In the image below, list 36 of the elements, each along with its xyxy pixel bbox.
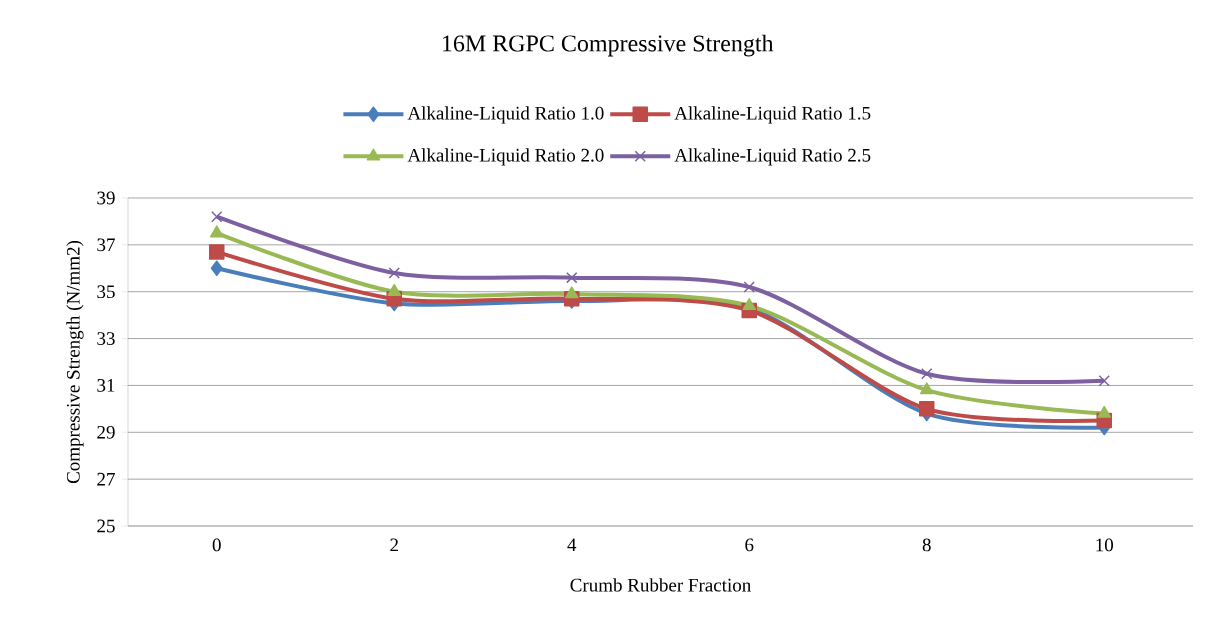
legend-label: Alkaline-Liquid Ratio 2.0 — [407, 148, 604, 166]
chart-title: 16M RGPC Compressive Strength — [443, 34, 774, 57]
point — [1097, 405, 1112, 418]
y-tick-label: 29 — [97, 425, 115, 439]
point — [387, 283, 402, 296]
x-tick-label: 2 — [390, 538, 398, 552]
y-tick-label: 33 — [97, 332, 115, 345]
point — [564, 286, 579, 299]
x-axis-title: Crumb Rubber Fraction — [570, 578, 751, 592]
x-tick-label: 0 — [212, 538, 221, 552]
point — [743, 281, 755, 293]
point — [921, 368, 933, 380]
y-tick-label: 35 — [97, 285, 115, 299]
point — [919, 382, 934, 395]
point — [210, 260, 223, 277]
point — [209, 244, 225, 260]
point — [566, 271, 578, 284]
x-tick-label: 6 — [745, 538, 754, 552]
x-tick-label: 10 — [1096, 538, 1114, 552]
y-tick-label: 25 — [97, 519, 115, 533]
legend-label: Alkaline-Liquid Ratio 1.5 — [674, 106, 871, 124]
point — [211, 211, 223, 223]
y-tick-label: 39 — [97, 191, 115, 205]
y-axis-title: Compressive Strength (N/mm2) — [66, 240, 84, 484]
x-tick-label: 4 — [567, 538, 577, 552]
point — [388, 267, 400, 279]
point — [1098, 375, 1110, 387]
point — [209, 225, 224, 238]
legend-label: Alkaline-Liquid Ratio 2.5 — [674, 148, 871, 166]
y-tick-label: 31 — [97, 379, 115, 392]
x-tick-label: 8 — [922, 538, 931, 552]
point — [918, 401, 935, 417]
point — [742, 298, 757, 311]
legend-label: Alkaline-Liquid Ratio 1.0 — [407, 106, 604, 124]
y-tick-label: 37 — [97, 238, 115, 252]
y-tick-label: 27 — [97, 472, 115, 486]
